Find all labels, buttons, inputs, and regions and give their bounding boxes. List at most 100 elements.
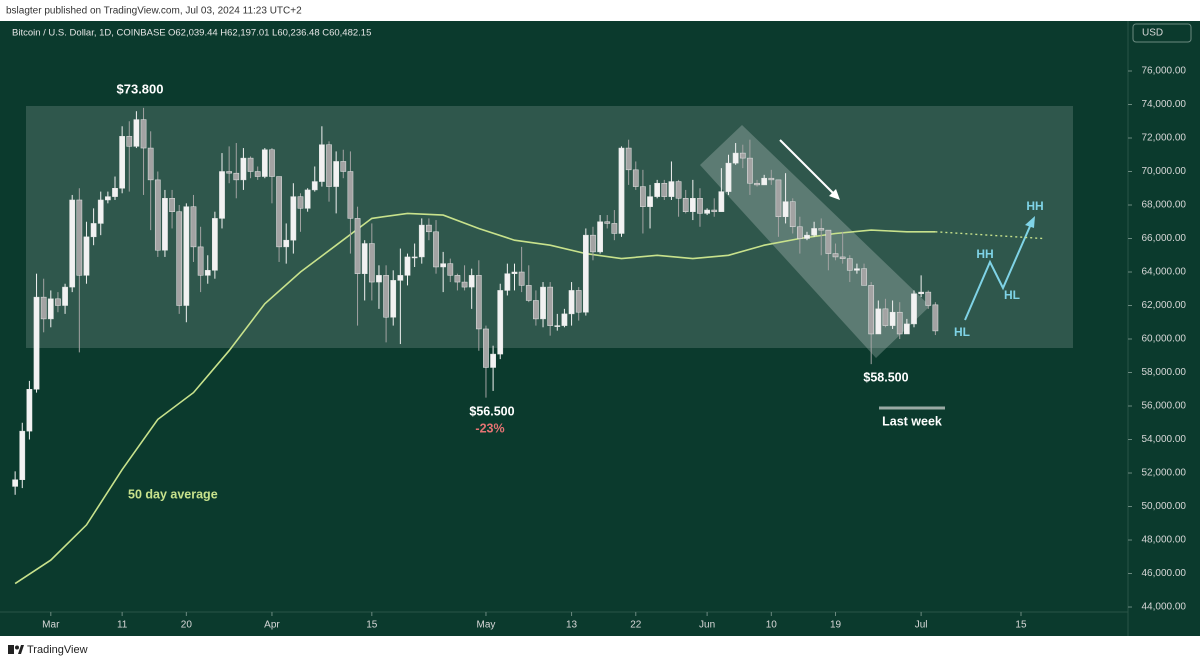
candle-body [889, 311, 896, 326]
y-tick-label: 46,000.00 [1142, 568, 1187, 579]
candle-body [397, 275, 404, 281]
x-tick-label: 10 [766, 620, 778, 631]
candle-body [483, 328, 489, 368]
candle-body [311, 181, 318, 191]
candle-body [105, 196, 111, 201]
annotation: Last week [882, 414, 942, 428]
candle-body [119, 136, 125, 189]
logo-part [18, 645, 24, 654]
marks: 44,000.00 46,000.00 48,000.00 50,000.00 52,0… [12, 66, 1187, 631]
candle-body [69, 199, 76, 288]
candle-body [804, 234, 810, 239]
candle-body [254, 171, 261, 177]
candle-body [604, 221, 611, 224]
candle-body [233, 172, 240, 181]
annotation: $73.800 [117, 81, 164, 96]
x-tick-label: Apr [264, 620, 280, 631]
y-tick-label: 48,000.00 [1142, 535, 1187, 546]
moving-average-line [14, 212, 936, 585]
candle-body [632, 169, 639, 187]
candle-body [26, 389, 33, 432]
candle-body [126, 136, 133, 147]
candle-body [518, 271, 525, 286]
candle-body [818, 228, 825, 231]
candle-body [47, 298, 54, 320]
candle-body [147, 147, 154, 181]
annotation: -23% [475, 421, 504, 435]
x-tick-label: 15 [1015, 620, 1027, 631]
candle-body [361, 243, 368, 274]
y-tick-label: 64,000.00 [1142, 267, 1187, 278]
y-tick-label: 54,000.00 [1142, 434, 1187, 445]
candle-body [533, 300, 539, 320]
candle-body [697, 198, 703, 214]
candle-body [754, 182, 760, 186]
y-tick-label: 52,000.00 [1142, 468, 1187, 479]
candle-body [625, 147, 632, 171]
candle-body [261, 149, 268, 177]
candle-body [689, 198, 696, 212]
currency: USD [1142, 28, 1163, 39]
candle-body [340, 161, 347, 172]
candle-body [547, 286, 554, 326]
candle-body [525, 285, 532, 301]
plot-background [0, 21, 1200, 636]
candle-body [140, 119, 147, 149]
candle-body [682, 198, 689, 212]
candle-body [675, 181, 682, 199]
candle-body [882, 308, 889, 326]
candle-body [846, 258, 853, 271]
tradingview-logo [8, 645, 24, 654]
candle-body [212, 218, 218, 271]
candle-body [55, 298, 61, 306]
candle-body [761, 177, 768, 186]
candle-body [347, 171, 354, 219]
candle-body [575, 290, 582, 313]
candle-body [932, 304, 939, 332]
candle-body [354, 218, 361, 274]
y-tick-label: 60,000.00 [1142, 334, 1187, 345]
candle-body [839, 256, 846, 259]
candle-body [204, 270, 211, 276]
candle-body [775, 179, 782, 217]
annotation: $56.500 [469, 404, 514, 418]
candle-body [647, 196, 653, 207]
trend-arrow [779, 139, 837, 197]
candle-body [468, 275, 475, 288]
x-tick-label: Jul [915, 620, 928, 631]
candle-body [304, 189, 311, 209]
candle-body [718, 191, 725, 212]
candle-body [290, 196, 297, 241]
candle-body [796, 226, 803, 239]
candle-body [904, 323, 910, 335]
candle-body [190, 206, 197, 248]
y-tick-label: 66,000.00 [1142, 233, 1187, 244]
candle-body [226, 171, 232, 174]
candle-body [668, 181, 675, 197]
candle-body [390, 280, 397, 318]
candle-body [611, 223, 618, 234]
candle-body [283, 239, 290, 248]
annotation: HH [1026, 199, 1043, 213]
candle-body [739, 152, 746, 159]
candle-body [426, 224, 432, 233]
candle-body [383, 275, 389, 318]
candle-body [618, 147, 625, 234]
trend-arrow-head [829, 189, 840, 200]
candle-body [554, 325, 561, 327]
candle-body [33, 296, 40, 390]
candle-body [811, 228, 817, 236]
x-tick-label: 19 [830, 620, 842, 631]
candle-body [497, 290, 504, 355]
candle-body [782, 201, 789, 217]
candle-body [875, 308, 882, 335]
candle-body [90, 223, 97, 238]
candle-body [133, 119, 140, 147]
ohlc-legend: O62,039.44 H62,197.01 L60,236.48 C60,482… [168, 28, 371, 39]
publisher-header: bslagter published on TradingView.com, J… [6, 6, 302, 17]
candle-body [582, 234, 589, 313]
candle-body [76, 199, 83, 276]
candle-body [197, 246, 204, 276]
candle-body [97, 199, 104, 224]
